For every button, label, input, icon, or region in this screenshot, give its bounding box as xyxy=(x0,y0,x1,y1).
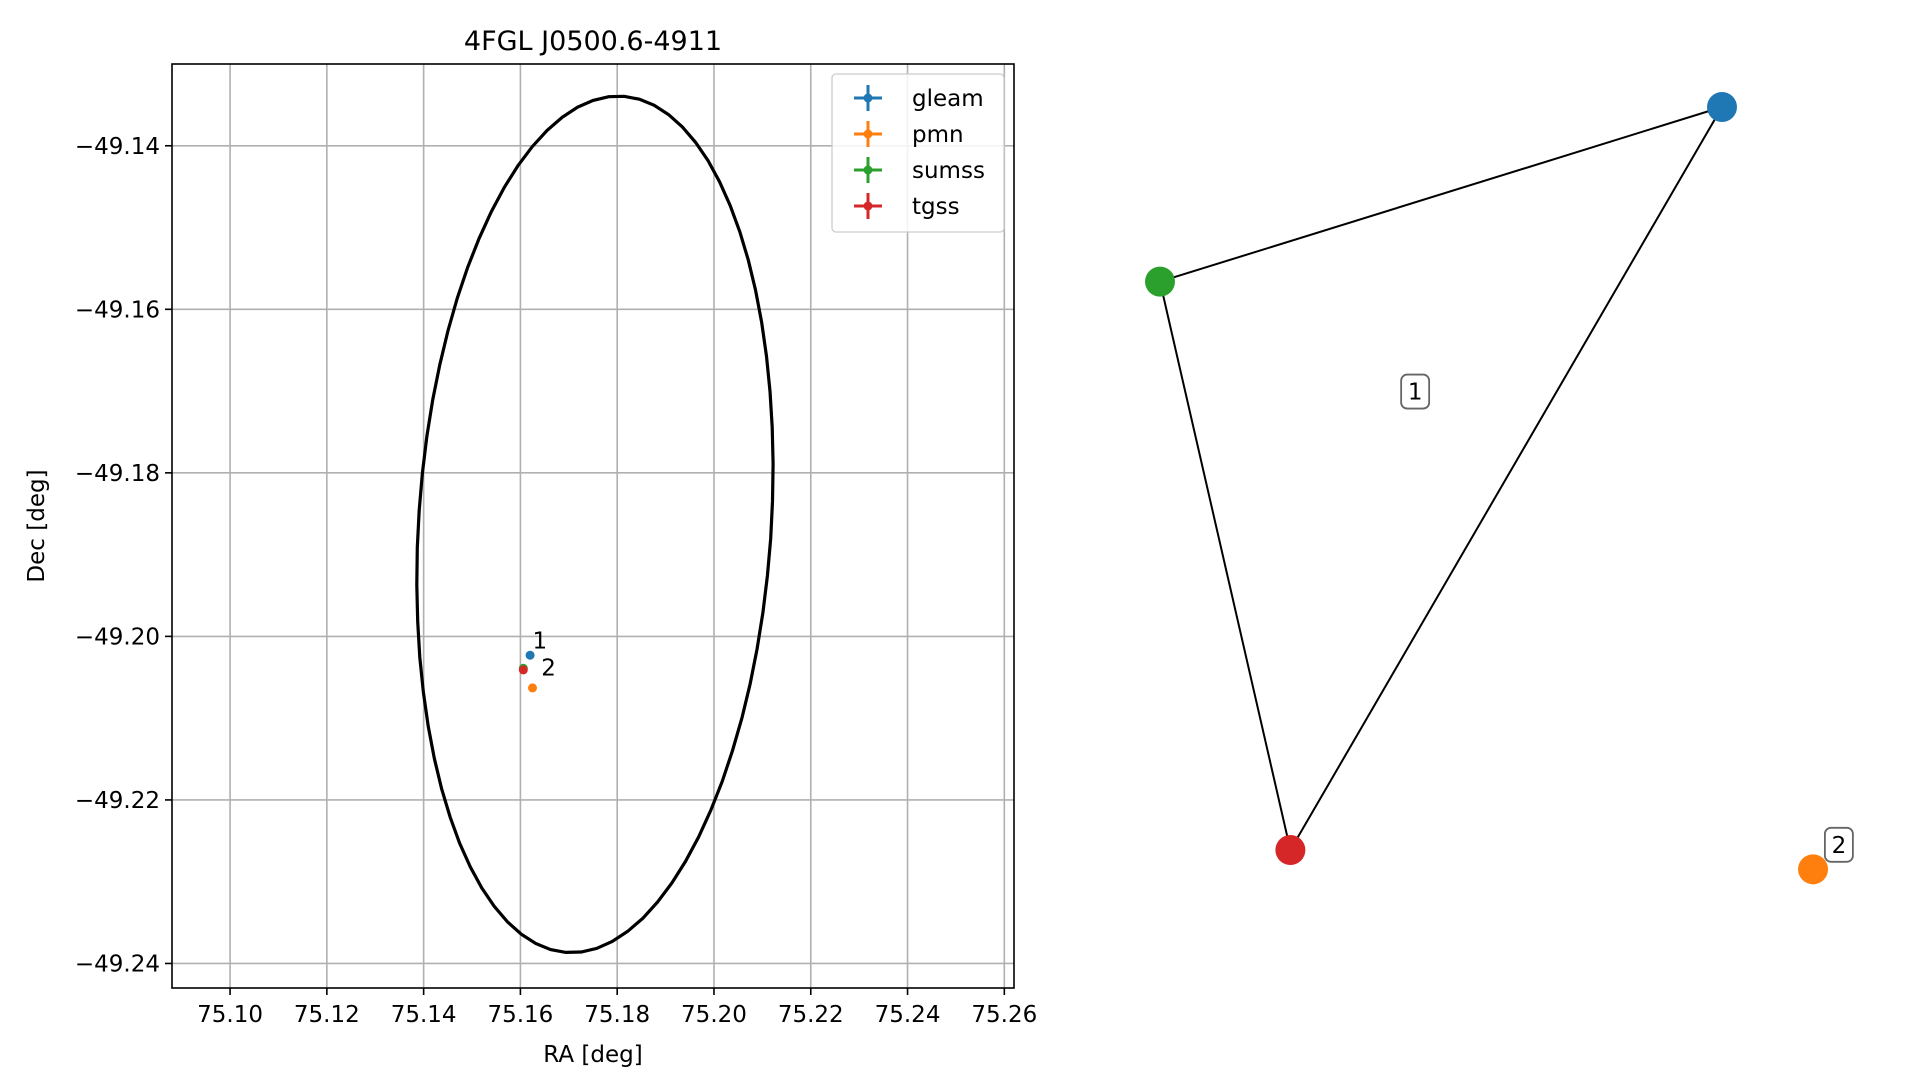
x-tick-label: 75.10 xyxy=(197,1002,263,1028)
y-tick-label: −49.14 xyxy=(75,134,160,160)
legend-marker-sumss xyxy=(863,165,873,175)
x-axis-label: RA [deg] xyxy=(543,1042,642,1068)
legend: gleam pmn sumss tgss xyxy=(831,73,1005,233)
legend-label-tgss: tgss xyxy=(912,194,960,220)
y-tick-label: −49.16 xyxy=(75,297,160,323)
x-tick-label: 75.16 xyxy=(487,1002,553,1028)
legend-box xyxy=(831,73,1005,233)
graph-nodes xyxy=(1145,92,1829,885)
y-tick-label: −49.20 xyxy=(75,624,160,650)
point-pmn xyxy=(528,683,538,693)
network-graph: 12 xyxy=(1145,92,1854,885)
tick-marks: 75.10 75.12 75.14 75.16 75.18 75.20 75.22 75.24… xyxy=(75,134,1037,1028)
chart-title: 4FGL J0500.6-4911 xyxy=(464,26,722,57)
y-axis-label: Dec [deg] xyxy=(24,469,50,582)
node-tgss xyxy=(1275,835,1306,865)
graph-label-box xyxy=(1400,373,1431,410)
scatter-axes: 4FGL J0500.6-4911 RA [deg] Dec [deg] 12 … xyxy=(24,26,1037,1068)
annotation-label: 2 xyxy=(541,656,556,682)
legend-label-sumss: sumss xyxy=(912,158,985,184)
data-points xyxy=(518,650,538,693)
graph-labels: 12 xyxy=(1400,373,1854,863)
x-tick-label: 75.26 xyxy=(971,1002,1037,1028)
x-tick-label: 75.22 xyxy=(778,1002,844,1028)
annotation-label: 1 xyxy=(533,629,548,655)
graph-edges xyxy=(1159,106,1723,851)
legend-marker-gleam xyxy=(863,93,873,103)
point-gleam xyxy=(525,650,535,660)
x-tick-label: 75.12 xyxy=(294,1002,360,1028)
x-tick-label: 75.24 xyxy=(875,1002,941,1028)
x-tick-label: 75.20 xyxy=(681,1002,747,1028)
edge-tgss-gleam xyxy=(1289,106,1723,851)
x-tick-label: 75.14 xyxy=(391,1002,457,1028)
edge-gleam-sumss xyxy=(1159,106,1723,283)
graph-label: 2 xyxy=(1832,833,1847,859)
legend-label-gleam: gleam xyxy=(912,86,984,112)
node-pmn xyxy=(1798,854,1829,885)
uncertainty-ellipse xyxy=(415,94,775,955)
legend-label-pmn: pmn xyxy=(912,122,964,148)
graph-label: 1 xyxy=(1408,380,1423,406)
legend-marker-tgss xyxy=(863,201,873,211)
node-sumss xyxy=(1145,266,1175,297)
y-tick-label: −49.18 xyxy=(75,461,160,487)
point-tgss xyxy=(518,665,528,675)
plot-frame xyxy=(171,63,1015,989)
legend-marker-pmn xyxy=(863,129,873,139)
edge-sumss-tgss xyxy=(1159,281,1292,851)
point-annotations: 12 xyxy=(533,629,556,682)
node-gleam xyxy=(1707,92,1737,122)
uncertainty-ellipse-layer xyxy=(415,94,775,955)
grid xyxy=(172,64,1014,988)
x-tick-label: 75.18 xyxy=(584,1002,650,1028)
y-tick-label: −49.22 xyxy=(75,788,160,814)
graph-label-box xyxy=(1823,826,1854,863)
y-tick-label: −49.24 xyxy=(75,951,160,977)
